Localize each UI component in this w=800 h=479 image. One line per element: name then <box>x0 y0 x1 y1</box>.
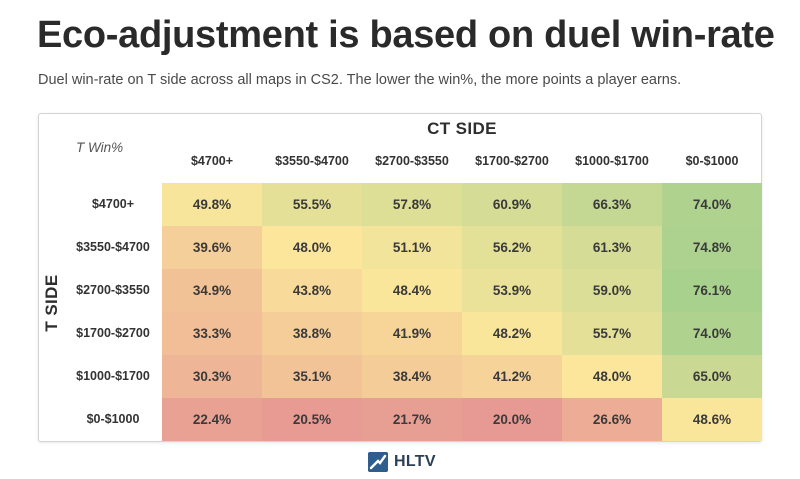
row-header: $4700+ <box>91 197 135 211</box>
heatmap-cell: 21.7% <box>362 398 462 441</box>
column-header: $4700+ <box>190 154 234 168</box>
heatmap-cell: 20.0% <box>462 398 562 441</box>
heatmap-cell: 74.8% <box>662 226 762 269</box>
ct-side-axis-title: CT SIDE <box>427 119 497 138</box>
column-header: $3550-$4700 <box>275 154 349 168</box>
heatmap-cell: 48.6% <box>662 398 762 441</box>
heatmap-cell: 76.1% <box>662 269 762 312</box>
heatmap-cell: 56.2% <box>462 226 562 269</box>
heatmap-cell: 66.3% <box>562 183 662 226</box>
heatmap-cell: 48.0% <box>262 226 362 269</box>
row-header: $1700-$2700 <box>76 326 150 340</box>
column-header: $2700-$3550 <box>375 154 449 168</box>
heatmap-cell: 60.9% <box>462 183 562 226</box>
heatmap-cell: 34.9% <box>162 269 262 312</box>
row-header: $3550-$4700 <box>76 240 150 254</box>
heatmap-cell: 41.9% <box>362 312 462 355</box>
corner-label: T Win% <box>76 140 124 155</box>
hltv-logo-text: HLTV <box>394 453 436 470</box>
t-side-axis-title: T SIDE <box>42 274 61 332</box>
heatmap-cell: 65.0% <box>662 355 762 398</box>
heatmap-cell: 41.2% <box>462 355 562 398</box>
row-header: $1000-$1700 <box>76 369 150 383</box>
heatmap-cell: 74.0% <box>662 312 762 355</box>
heatmap-cell: 38.4% <box>362 355 462 398</box>
hltv-logo: HLTV <box>368 452 436 472</box>
heatmap-cell: 57.8% <box>362 183 462 226</box>
heatmap-cell: 49.8% <box>162 183 262 226</box>
row-header: $2700-$3550 <box>76 283 150 297</box>
column-header: $0-$1000 <box>685 154 739 168</box>
heatmap-cell: 38.8% <box>262 312 362 355</box>
heatmap-cell: 55.7% <box>562 312 662 355</box>
row-header: $0-$1000 <box>86 412 140 426</box>
heatmap-cell: 74.0% <box>662 183 762 226</box>
heatmap-cell: 48.2% <box>462 312 562 355</box>
heatmap-grid: 49.8% 55.5% 57.8% 60.9% 66.3% 74.0% 39.6% 48.0%… <box>162 183 762 441</box>
heatmap-cell: 35.1% <box>262 355 362 398</box>
heatmap-cell: 53.9% <box>462 269 562 312</box>
heatmap-cell: 51.1% <box>362 226 462 269</box>
heatmap-cell: 43.8% <box>262 269 362 312</box>
heatmap-cell: 30.3% <box>162 355 262 398</box>
heatmap-cell: 48.0% <box>562 355 662 398</box>
heatmap-cell: 33.3% <box>162 312 262 355</box>
heatmap-cell: 55.5% <box>262 183 362 226</box>
heatmap-cell: 22.4% <box>162 398 262 441</box>
chart-subtitle: Duel win-rate on T side across all maps … <box>38 72 682 88</box>
heatmap-cell: 20.5% <box>262 398 362 441</box>
column-header: $1700-$2700 <box>475 154 549 168</box>
hltv-logo-icon <box>368 452 388 472</box>
chart-title: Eco-adjustment is based on duel win-rate <box>37 14 775 56</box>
heatmap-cell: 39.6% <box>162 226 262 269</box>
column-header: $1000-$1700 <box>575 154 649 168</box>
heatmap-cell: 59.0% <box>562 269 662 312</box>
heatmap-cell: 48.4% <box>362 269 462 312</box>
heatmap-cell: 26.6% <box>562 398 662 441</box>
heatmap-cell: 61.3% <box>562 226 662 269</box>
